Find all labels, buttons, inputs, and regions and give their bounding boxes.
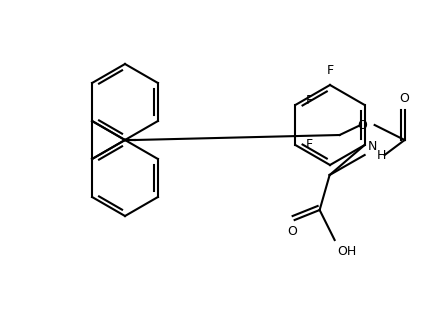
Text: F: F <box>326 64 334 77</box>
Text: O: O <box>288 225 297 238</box>
Text: O: O <box>357 118 367 131</box>
Text: H: H <box>377 148 386 162</box>
Text: OH: OH <box>338 245 357 258</box>
Text: N: N <box>367 140 377 153</box>
Text: O: O <box>400 92 410 105</box>
Text: F: F <box>305 95 312 108</box>
Text: F: F <box>305 139 312 152</box>
